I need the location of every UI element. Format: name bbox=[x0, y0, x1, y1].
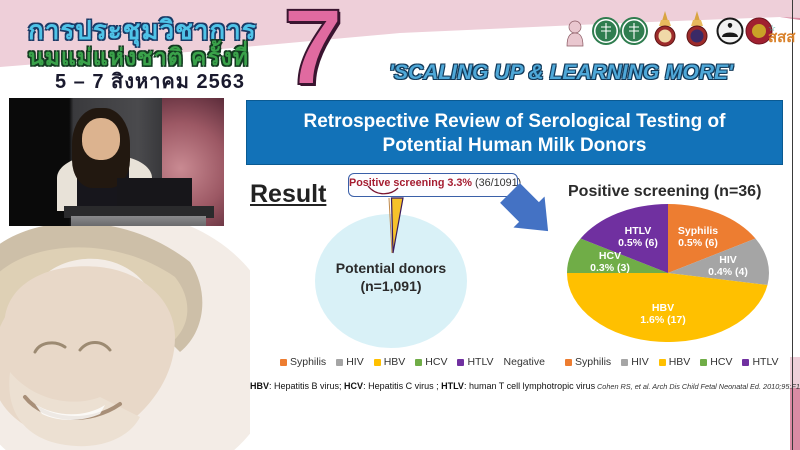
svg-text:สสส: สสส bbox=[768, 29, 796, 45]
